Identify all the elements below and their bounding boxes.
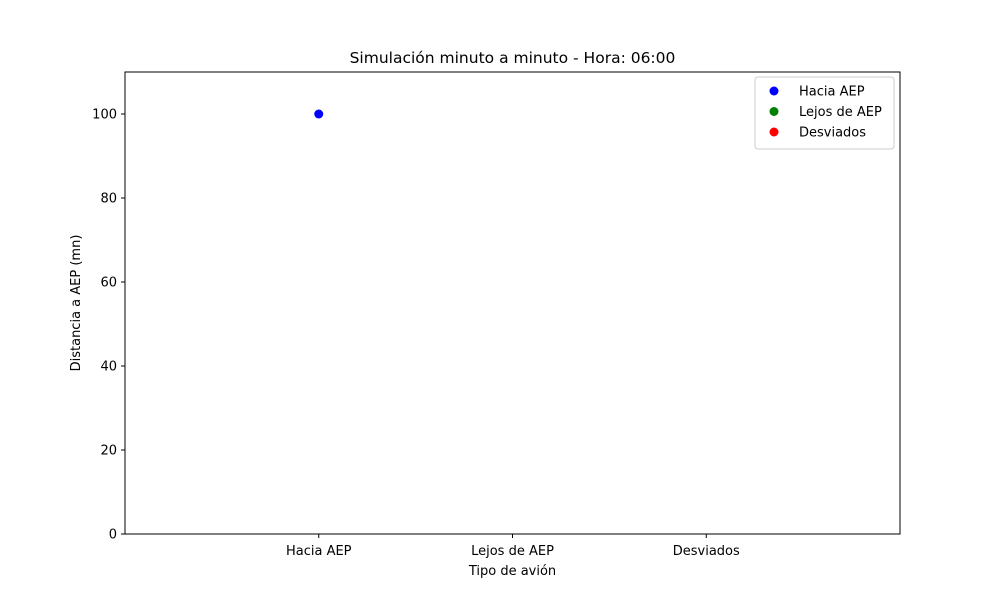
y-tick-label: 0 [109,528,117,543]
legend-label: Lejos de AEP [799,105,882,120]
y-tick-label: 100 [92,108,117,123]
x-tick-label: Lejos de AEP [471,544,554,559]
legend: Hacia AEP Lejos de AEP Desviados [754,76,895,150]
x-tick-label: Hacia AEP [286,544,352,559]
y-tick-label: 20 [100,444,117,459]
axes: 0 20 40 60 80 100 Hacia AEP Lejos de AEP Desviad… [92,71,901,559]
y-axis-title: Distancia a AEP (mn) [69,235,84,372]
legend-marker [769,86,779,96]
x-axis-title: Tipo de avión [468,564,556,579]
y-tick-label: 80 [100,192,117,207]
data-point [314,109,324,119]
legend-label: Hacia AEP [799,85,865,100]
legend-box [754,76,895,150]
legend-label: Desviados [799,126,866,141]
legend-marker [769,107,779,116]
y-tick-label: 60 [100,276,117,291]
legend-marker [769,127,779,137]
y-tick-label: 40 [100,360,117,375]
data-points [314,109,324,119]
x-tick-label: Desviados [673,544,740,559]
chart-title: Simulación minuto a minuto - Hora: 06:00 [350,49,676,67]
